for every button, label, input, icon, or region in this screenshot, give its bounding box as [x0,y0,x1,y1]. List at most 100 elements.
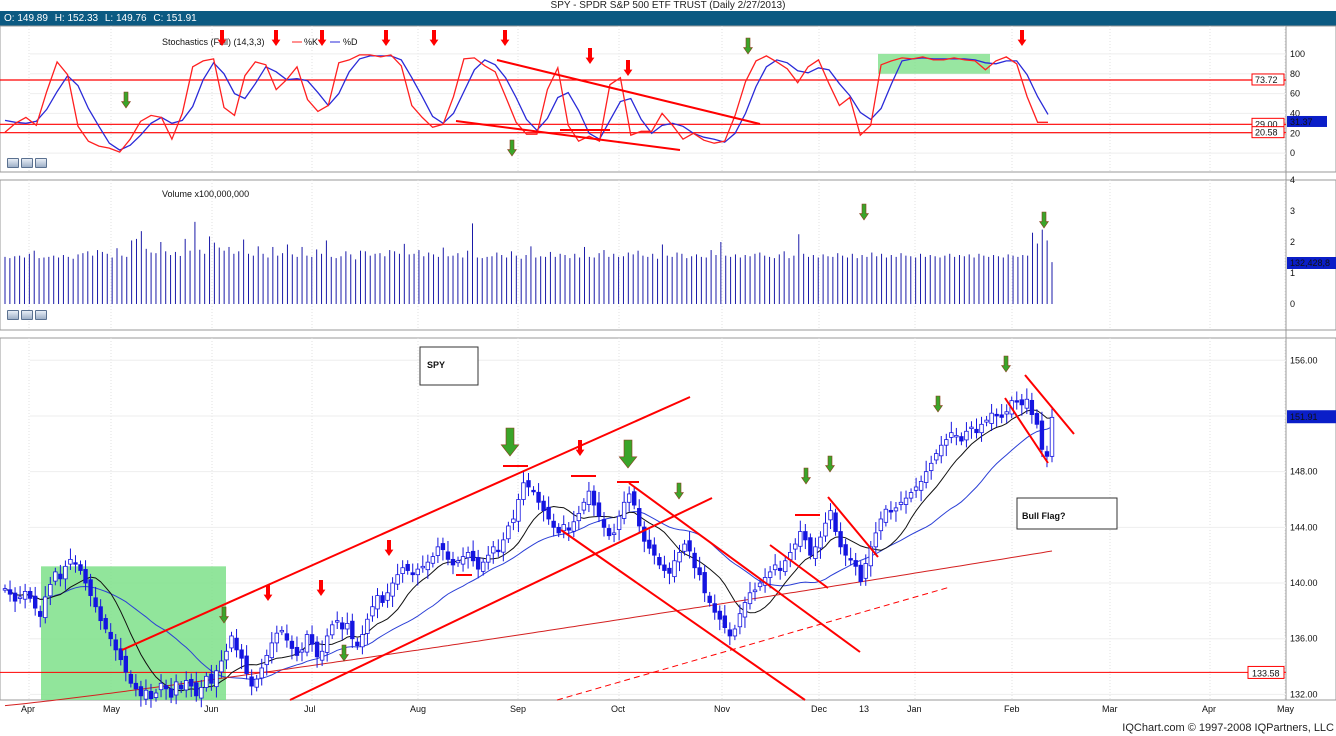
x-tick-label: Jun [204,704,219,714]
candle-body [153,692,159,698]
stoch-level-box [1251,73,1285,86]
candle-body [556,526,561,534]
price-trendline [769,544,829,589]
candle-body [863,563,868,579]
candle-body [566,527,571,531]
candle-body [450,558,456,566]
candle-body [682,543,687,552]
candle-body [757,582,763,588]
candle-body [606,528,612,537]
candle-body [828,510,833,521]
price-trendline [289,497,713,701]
price-y-tick: 140.00 [1290,578,1318,588]
candle-body [581,501,587,511]
stoch-level-label: 20.58 [1255,128,1278,138]
candle-body [229,635,234,649]
zoom-button-icon[interactable] [21,310,33,320]
high-value: H: 152.33 [54,13,99,24]
down-arrow-icon [859,203,869,221]
candle-body [93,597,98,608]
price-current-box [1287,410,1336,424]
candle-body [370,606,375,617]
down-arrow-icon [825,455,835,473]
candle-body [928,462,934,471]
candle-body [33,595,38,609]
stoch-level-label: 29.00 [1255,119,1278,129]
candle-body [777,567,783,571]
open-value: O: 149.89 [4,13,48,24]
candle-body [989,412,994,424]
down-arrow-icon [933,395,943,413]
candle-body [692,552,697,569]
price-trendline [827,496,879,558]
candle-body [626,493,632,503]
price-current-label: 151.91 [1290,412,1318,422]
stoch-y-tick: 60 [1290,89,1300,99]
legend-k-label: %K [304,37,318,47]
candle-body [737,613,743,628]
candle-body [385,592,390,601]
candle-body [697,567,702,576]
candle-body [591,490,597,506]
candle-body [380,595,385,603]
zoom-button-icon[interactable] [7,158,19,168]
candle-body [959,436,964,442]
candle-body [747,592,753,605]
candle-body [27,591,33,599]
candle-body [68,558,73,565]
down-arrow-icon [500,427,520,457]
zoom-button-icon[interactable] [21,158,33,168]
candle-body [611,532,617,535]
candle-body [621,501,627,519]
down-arrow-icon [1001,355,1011,373]
x-tick-label: Apr [21,704,35,714]
zoom-button-icon[interactable] [35,310,47,320]
candle-body [1029,399,1035,415]
candle-body [43,596,48,618]
stoch-label: Stochastics (Full) (14,3,3) [162,37,265,47]
candle-body [375,595,380,610]
copyright-footer: IQChart.com © 1997-2008 IQPartners, LLC [1122,722,1334,734]
x-tick-label: Feb [1004,704,1020,714]
candle-body [309,634,315,645]
candle-body [486,554,491,563]
candle-body [304,634,310,653]
candle-body [148,690,154,700]
candle-body [979,423,984,434]
candle-body [858,564,863,583]
candle-body [818,536,823,549]
candle-body [249,676,254,687]
volume-current-box [1287,257,1336,269]
candle-body [808,537,813,556]
x-tick-label: Oct [611,704,626,714]
stoch-trendline [455,120,681,151]
chart-title: SPY - SPDR S&P 500 ETF TRUST (Daily 2/27… [550,0,786,11]
candle-body [722,615,728,628]
candle-body [259,667,264,679]
candle-body [355,641,360,647]
candle-body [506,525,511,540]
candle-body [969,426,974,430]
candle-body [234,637,239,651]
candle-body [48,584,53,597]
bull-flag-box [1016,497,1118,530]
down-arrow-icon [219,606,229,624]
candle-body [974,428,979,434]
candle-body [823,522,828,537]
candle-body [984,419,989,423]
support-level-label: 133.58 [1252,668,1280,678]
candle-body [88,579,93,596]
candle-body [345,623,350,630]
price-y-tick: 136.00 [1290,634,1318,644]
candle-body [184,680,189,691]
candle-body [934,453,939,461]
candle-body [204,675,209,688]
x-tick-label: 13 [859,704,869,714]
candle-body [405,563,410,571]
zoom-button-icon[interactable] [35,158,47,168]
candle-body [616,515,622,530]
candle-body [420,565,425,569]
zoom-button-icon[interactable] [7,310,19,320]
candle-body [1004,411,1009,415]
candle-body [475,557,481,570]
